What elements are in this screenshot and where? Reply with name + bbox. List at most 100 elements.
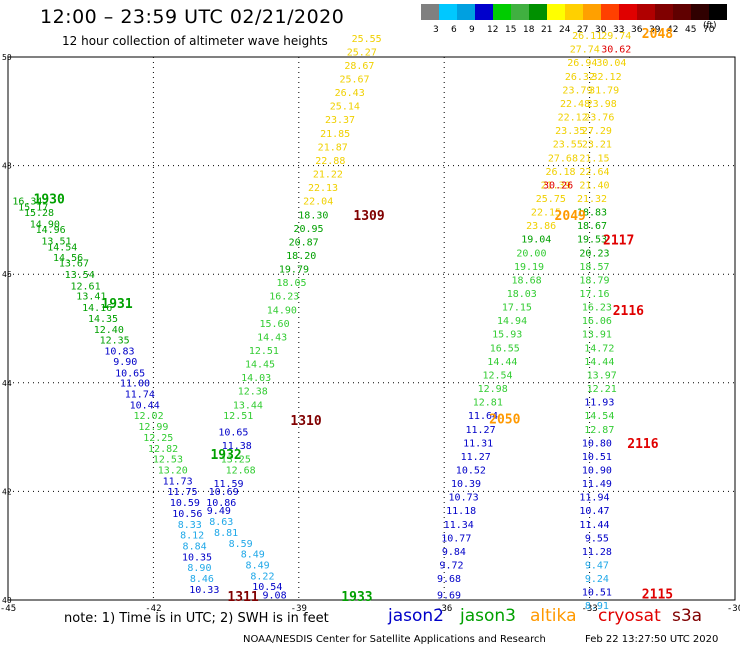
- colorbar-label: 27: [577, 25, 589, 35]
- wave-height-label: 18.68: [512, 275, 542, 286]
- wave-height-label: 11.28: [582, 547, 612, 558]
- lat-tick-label: 44: [2, 379, 12, 388]
- wave-height-label: 14.54: [584, 411, 614, 422]
- wave-height-label: 25.67: [339, 75, 369, 86]
- wave-height-label: 12.99: [138, 422, 168, 433]
- colorbar-label: 15: [505, 25, 517, 35]
- wave-height-label: 11.73: [163, 476, 193, 487]
- wave-height-label: 10.69: [209, 487, 239, 498]
- wave-height-label: 10.65: [115, 368, 145, 379]
- wave-height-label: 8.81: [214, 528, 238, 539]
- lon-tick-label: -39: [291, 604, 307, 614]
- colorbar-swatch: [673, 4, 691, 20]
- wave-height-label: 16.23: [269, 292, 299, 303]
- wave-height-label: 22.15: [531, 208, 561, 219]
- credit-line: NOAA/NESDIS Center for Satellite Applica…: [243, 634, 546, 645]
- wave-height-label: 13.44: [233, 400, 263, 411]
- wave-height-label: 30.62: [601, 45, 631, 56]
- colorbar-swatch: [547, 4, 565, 20]
- wave-height-label: 16.34: [12, 197, 42, 208]
- wave-height-label: 14.16: [82, 303, 112, 314]
- pass-time-label: 2050: [489, 413, 520, 428]
- wave-height-label: 16.23: [582, 303, 612, 314]
- wave-height-label: 11.93: [584, 398, 614, 409]
- wave-height-label: 21.85: [320, 129, 350, 140]
- colorbar-swatch: [511, 4, 529, 20]
- wave-height-label: 14.35: [88, 314, 118, 325]
- wave-height-label: 12.53: [153, 455, 183, 466]
- satellite-jason2: jason2: [388, 606, 444, 626]
- wave-height-label: 11.34: [444, 520, 474, 531]
- footer-note: note: 1) Time is in UTC; 2) SWH is in fe…: [64, 611, 329, 626]
- wave-height-label: 8.33: [178, 520, 202, 531]
- wave-height-label: 15.17: [18, 203, 48, 214]
- wave-height-label: 16.55: [490, 343, 520, 354]
- colorbar-label: 42: [667, 25, 679, 35]
- colorbar-label: 70: [703, 25, 715, 35]
- wave-height-label: 10.47: [579, 506, 609, 517]
- wave-height-label: 11.27: [461, 452, 491, 463]
- wave-height-label: 11.18: [446, 506, 476, 517]
- wave-height-label: 21.40: [579, 180, 609, 191]
- wave-height-label: 10.65: [218, 427, 248, 438]
- wave-height-label: 30.26: [543, 180, 573, 191]
- wave-height-label: 25.55: [352, 34, 382, 45]
- wave-height-label: 9.08: [263, 590, 287, 601]
- wave-height-label: 21.32: [577, 194, 607, 205]
- wave-height-label: 12.51: [249, 346, 279, 357]
- colorbar-label: 39: [649, 25, 661, 35]
- wave-height-label: 26.94: [567, 58, 597, 69]
- wave-height-label: 17.16: [579, 289, 609, 300]
- wave-height-label: 15.60: [260, 319, 290, 330]
- wave-height-label: 13.97: [587, 370, 617, 381]
- wave-height-label: 12.87: [584, 425, 614, 436]
- wave-height-label: 14.54: [47, 242, 77, 253]
- wave-height-label: 10.51: [582, 452, 612, 463]
- wave-height-label: 23.86: [526, 221, 556, 232]
- satellite-altika: altika: [530, 606, 577, 626]
- wave-height-label: 10.80: [582, 438, 612, 449]
- wave-height-label: 23.21: [582, 140, 612, 151]
- wave-height-label: 23.79: [562, 85, 592, 96]
- wave-height-label: 13.20: [158, 465, 188, 476]
- wave-height-label: 14.96: [36, 225, 66, 236]
- wave-height-label: 23.76: [584, 113, 614, 124]
- wave-height-label: 12.54: [482, 370, 512, 381]
- wave-height-label: 14.44: [487, 357, 517, 368]
- wave-height-label: 12.38: [238, 387, 268, 398]
- colorbar-swatch: [475, 4, 493, 20]
- colorbar-label: 24: [559, 25, 571, 35]
- wave-height-label: 14.03: [241, 373, 271, 384]
- lon-tick-label: -30: [727, 604, 740, 614]
- wave-height-label: 23.35: [555, 126, 585, 137]
- wave-height-label: 12.21: [587, 384, 617, 395]
- lat-tick-label: 46: [2, 270, 12, 279]
- wave-height-label: 31.79: [589, 85, 619, 96]
- lat-tick-label: 48: [2, 162, 12, 171]
- wave-height-label: 9.84: [442, 547, 466, 558]
- wave-height-label: 14.72: [584, 343, 614, 354]
- generated-timestamp: Feb 22 13:27:50 UTC 2020: [585, 634, 719, 645]
- pass-time-label: 2115: [642, 587, 673, 602]
- pass-time-label: 2116: [613, 304, 644, 319]
- wave-height-label: 30.04: [596, 58, 626, 69]
- wave-height-label: 14.56: [53, 253, 83, 264]
- wave-height-label: 8.46: [190, 574, 214, 585]
- wave-height-label: 10.54: [252, 582, 282, 593]
- wave-height-label: 10.83: [104, 347, 134, 358]
- colorbar-label: 6: [451, 25, 457, 35]
- wave-height-label: 20.23: [579, 248, 609, 259]
- wave-height-label: 27.74: [570, 45, 600, 56]
- wave-height-label: 17.15: [502, 303, 532, 314]
- wave-height-label: 8.90: [187, 563, 211, 574]
- colorbar-label: 33: [613, 25, 625, 35]
- wave-height-label: 12.61: [70, 281, 100, 292]
- wave-height-label: 9.55: [585, 533, 609, 544]
- wave-height-label: 8.49: [246, 561, 270, 572]
- colorbar-swatch: [637, 4, 655, 20]
- wave-height-label: 20.87: [289, 237, 319, 248]
- wave-height-label: 12.02: [133, 411, 163, 422]
- pass-time-label: 1931: [101, 297, 132, 312]
- pass-time-label: 2116: [627, 437, 658, 452]
- satellite-s3a: s3a: [672, 606, 703, 626]
